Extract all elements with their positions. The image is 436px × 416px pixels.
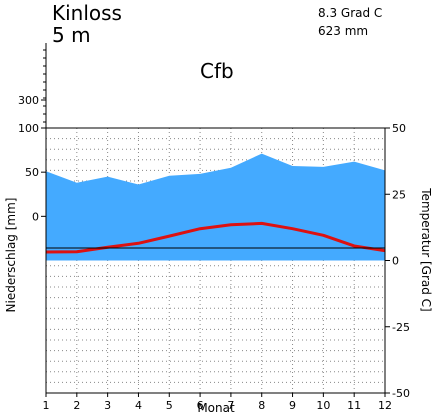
y-tick-label-precip: 300 [18, 94, 39, 107]
x-tick-label: 6 [197, 399, 204, 412]
y-axis-label-temp: Temperatur [Grad C] [419, 187, 433, 311]
y-axis-label-precip: Niederschlag [mm] [4, 198, 18, 313]
y-tick-label-temp: 0 [392, 255, 399, 268]
x-tick-label: 5 [166, 399, 173, 412]
x-tick-label: 12 [378, 399, 392, 412]
x-axis-label: Monat [197, 401, 235, 415]
y-tick-label-precip: 0 [32, 210, 39, 223]
y-tick-label-temp: 50 [392, 122, 406, 135]
x-tick-label: 3 [104, 399, 111, 412]
x-tick-label: 7 [227, 399, 234, 412]
station-name: Kinloss [52, 1, 122, 25]
y-tick-label-precip: 100 [18, 122, 39, 135]
x-tick-label: 10 [316, 399, 330, 412]
x-tick-label: 11 [347, 399, 361, 412]
climate-class: Cfb [200, 59, 234, 83]
x-tick-label: 8 [258, 399, 265, 412]
x-tick-label: 9 [289, 399, 296, 412]
y-tick-label-precip: 50 [25, 166, 39, 179]
x-tick-label: 2 [73, 399, 80, 412]
x-tick-label: 4 [135, 399, 142, 412]
y-tick-label-temp: -25 [392, 321, 410, 334]
precipitation-area [46, 153, 385, 261]
station-elevation: 5 m [52, 23, 91, 47]
mean-temperature: 8.3 Grad C [318, 6, 382, 20]
x-tick-label: 1 [43, 399, 50, 412]
y-tick-label-temp: -50 [392, 387, 410, 400]
y-tick-label-temp: 25 [392, 188, 406, 201]
annual-precipitation: 623 mm [318, 24, 368, 38]
ticks [41, 49, 390, 397]
